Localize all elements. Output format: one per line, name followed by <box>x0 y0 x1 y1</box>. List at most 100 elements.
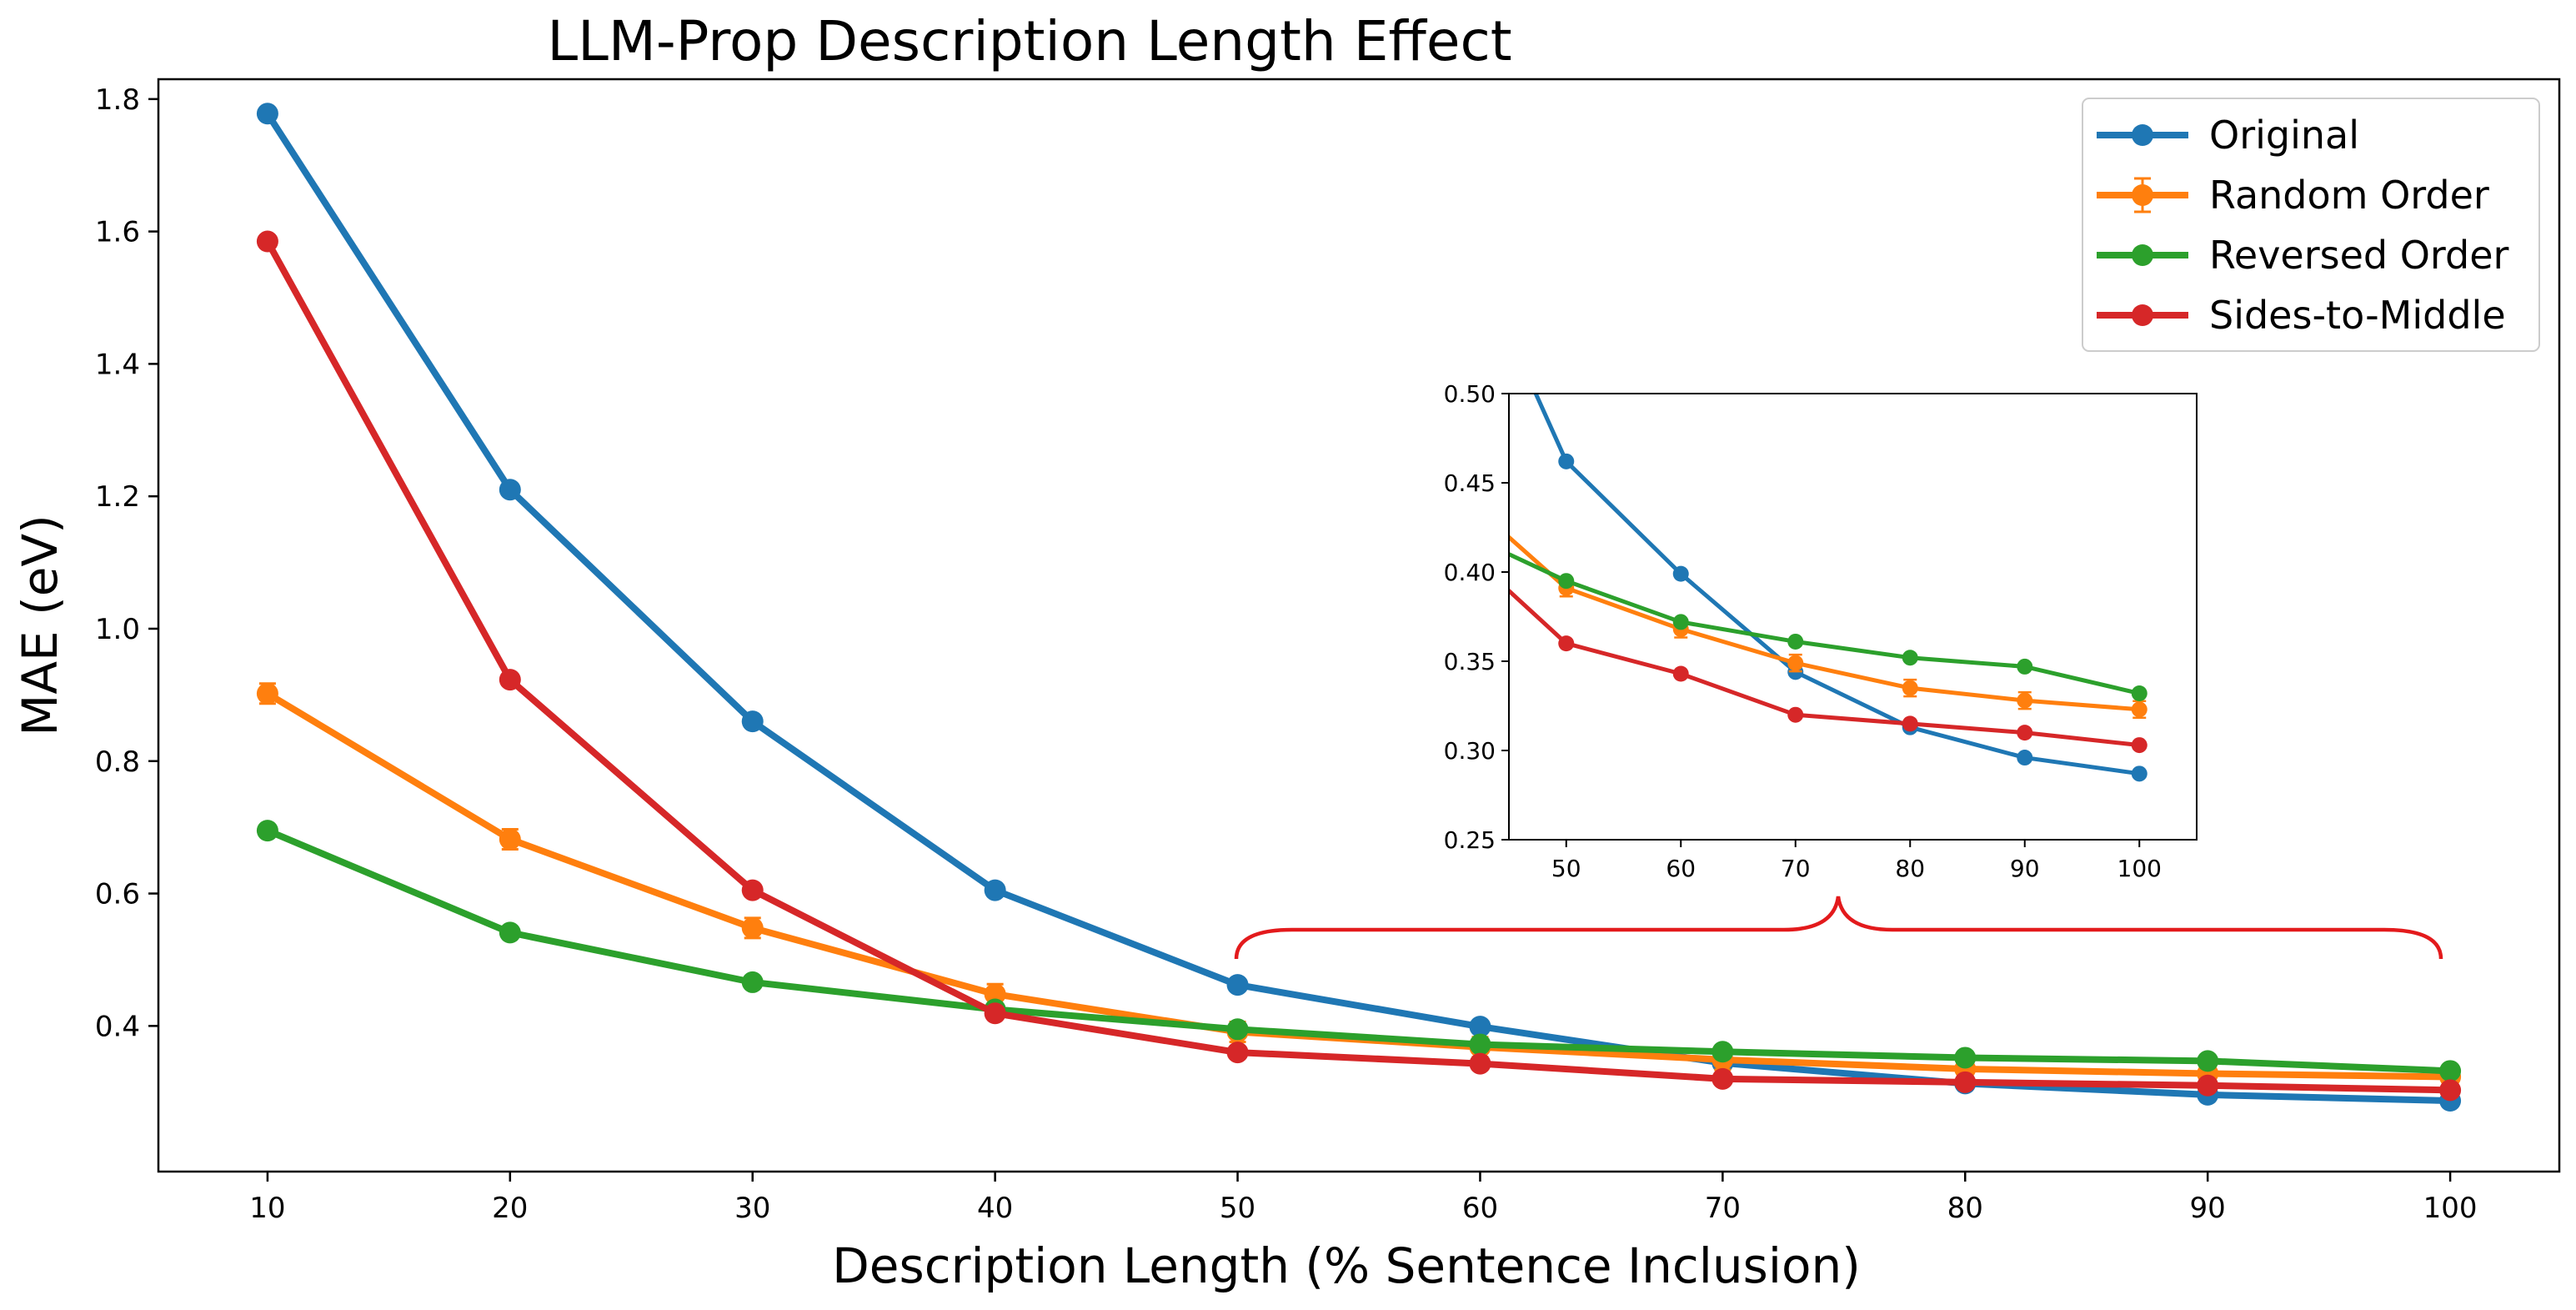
series-line-reversed-order <box>266 827 2451 1075</box>
inset-data-point-random-order <box>2131 701 2148 718</box>
data-point-original <box>1226 974 1249 996</box>
data-point-sides-to-middle <box>1226 1041 1249 1064</box>
legend-box <box>2082 98 2540 352</box>
x-tick-label: 40 <box>977 1192 1013 1225</box>
inset-series-line-reversed-order <box>1509 551 2140 695</box>
data-point-sides-to-middle <box>2439 1079 2462 1102</box>
inset-data-point-reversed-order <box>1787 633 1804 650</box>
legend-label-sides-to-middle: Sides-to-Middle <box>2209 293 2506 338</box>
inset-data-point-original <box>1558 453 1575 469</box>
inset-y-tick-label: 0.35 <box>1444 648 1496 675</box>
data-point-reversed-order <box>499 921 521 944</box>
data-point-sides-to-middle <box>256 230 278 253</box>
inset-data-point-sides-to-middle <box>1902 715 1918 732</box>
inset-data-point-reversed-order <box>1902 650 1918 666</box>
inset-data-point-reversed-order <box>1672 614 1689 630</box>
inset-data-point-random-order <box>2017 692 2033 709</box>
inset-data-point-sides-to-middle <box>1787 706 1804 723</box>
inset-y-tick-label: 0.40 <box>1444 559 1496 586</box>
legend-marker-random-order <box>2132 184 2153 206</box>
data-point-sides-to-middle <box>1469 1052 1491 1075</box>
data-point-reversed-order <box>1954 1046 1977 1069</box>
data-point-reversed-order <box>1711 1041 1734 1063</box>
data-point-reversed-order <box>1469 1033 1491 1056</box>
legend-label-random-order: Random Order <box>2209 173 2489 218</box>
inset-y-tick-label: 0.50 <box>1444 380 1496 408</box>
inset-data-point-original <box>1672 565 1689 582</box>
x-tick-label: 50 <box>1220 1192 1255 1225</box>
main-plot-area <box>256 103 2462 1112</box>
y-tick-label: 1.2 <box>95 480 140 514</box>
inset-y-tick-label: 0.45 <box>1444 469 1496 497</box>
x-tick-label: 100 <box>2423 1192 2478 1225</box>
y-tick-label: 0.8 <box>95 745 140 779</box>
x-axis-label: Description Length (% Sentence Inclusion… <box>832 1237 1861 1294</box>
y-tick-label: 1.8 <box>95 83 140 117</box>
inset-plot-area <box>1509 394 2148 782</box>
main-y-axis: 0.4 0.6 0.8 1.0 1.2 1.4 1.6 1.8 <box>95 83 158 1043</box>
y-tick-label: 1.6 <box>95 216 140 249</box>
inset-x-tick-label: 90 <box>2010 855 2040 882</box>
data-point-reversed-order <box>2439 1060 2462 1082</box>
inset-y-tick-label: 0.25 <box>1444 826 1496 854</box>
data-point-sides-to-middle <box>2197 1074 2219 1097</box>
inset-background <box>1509 394 2197 840</box>
data-point-original <box>256 103 278 125</box>
legend-marker-sides-to-middle <box>2132 304 2153 326</box>
legend-label-original: Original <box>2209 113 2359 158</box>
x-tick-label: 80 <box>1947 1192 1983 1225</box>
main-plot-frame <box>157 78 2561 1173</box>
x-tick-label: 20 <box>492 1192 528 1225</box>
data-point-original <box>741 710 764 733</box>
legend-marker-reversed-order <box>2132 244 2153 266</box>
inset-x-tick-label: 70 <box>1781 855 1811 882</box>
inset-data-point-random-order <box>1787 655 1804 671</box>
inset-series-line-original <box>1533 394 2140 776</box>
inset-series-line-sides-to-middle <box>1509 588 2140 748</box>
data-point-reversed-order <box>1226 1018 1249 1041</box>
legend-label-reversed-order: Reversed Order <box>2209 233 2509 278</box>
inset-x-tick-label: 50 <box>1551 855 1581 882</box>
data-point-original <box>499 479 521 501</box>
data-point-original <box>984 879 1006 901</box>
inset-data-point-sides-to-middle <box>2131 737 2148 754</box>
data-point-random-order <box>256 682 278 705</box>
data-point-reversed-order <box>741 971 764 993</box>
inset-x-tick-label: 80 <box>1895 855 1925 882</box>
x-tick-label: 10 <box>249 1192 285 1225</box>
inset-data-point-random-order <box>1902 680 1918 696</box>
inset-data-point-sides-to-middle <box>2017 725 2033 741</box>
inset-data-point-original <box>2131 765 2148 782</box>
x-tick-label: 90 <box>2190 1192 2226 1225</box>
data-point-original <box>1469 1016 1491 1038</box>
data-point-reversed-order <box>256 820 278 842</box>
y-axis-label: MAE (eV) <box>12 514 68 735</box>
y-tick-label: 0.4 <box>95 1010 140 1043</box>
inset-data-point-original <box>2017 750 2033 766</box>
inset-x-tick-label: 100 <box>2117 855 2162 882</box>
data-point-random-order <box>741 916 764 939</box>
inset-data-point-reversed-order <box>2131 685 2148 702</box>
x-tick-label: 70 <box>1705 1192 1741 1225</box>
chart-title: LLM-Prop Description Length Effect <box>547 9 1511 73</box>
data-point-sides-to-middle <box>984 1002 1006 1025</box>
data-point-sides-to-middle <box>1711 1067 1734 1090</box>
inset-data-point-reversed-order <box>2017 658 2033 675</box>
data-point-reversed-order <box>2197 1050 2219 1072</box>
main-x-axis: 10 20 30 40 50 60 70 80 90 100 <box>249 1172 2478 1225</box>
data-point-random-order <box>984 983 1006 1006</box>
inset-x-axis: 50 60 70 80 90 100 <box>1551 840 2162 882</box>
y-tick-label: 0.6 <box>95 878 140 911</box>
data-point-random-order <box>499 828 521 851</box>
y-tick-label: 1.4 <box>95 348 140 381</box>
inset-data-point-sides-to-middle <box>1672 665 1689 682</box>
inset-plot-frame <box>1508 393 2198 841</box>
inset-data-point-sides-to-middle <box>1558 635 1575 652</box>
legend: Original Random Order Reversed Order Sides-… <box>2082 98 2540 352</box>
data-point-sides-to-middle <box>741 879 764 901</box>
inset-x-tick-label: 60 <box>1666 855 1696 882</box>
x-tick-label: 30 <box>734 1192 770 1225</box>
data-point-sides-to-middle <box>499 669 521 691</box>
data-point-sides-to-middle <box>1954 1071 1977 1093</box>
